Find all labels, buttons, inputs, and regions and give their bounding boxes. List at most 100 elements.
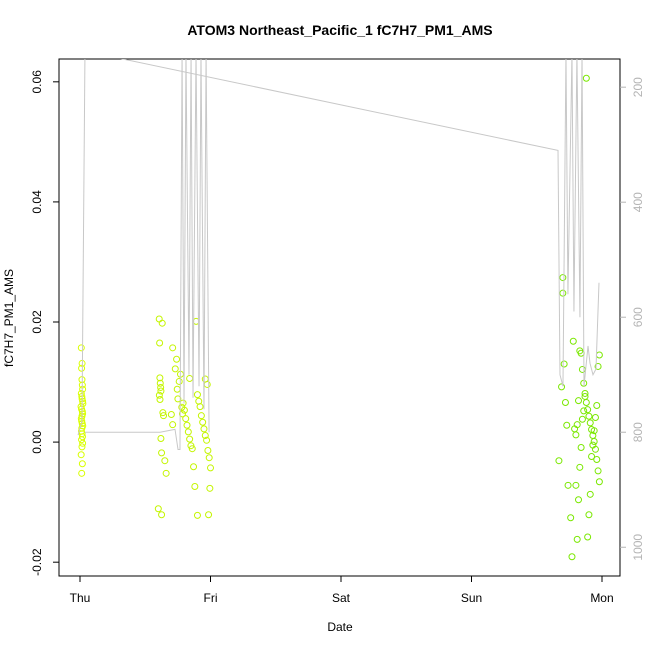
point [567, 514, 575, 522]
point [577, 444, 585, 452]
point [564, 481, 572, 489]
point [561, 398, 569, 406]
y-tick-label: 0.00 [30, 430, 44, 454]
point [191, 483, 199, 491]
point [205, 454, 213, 462]
point [183, 421, 191, 429]
x-tick-label: Sat [332, 591, 351, 605]
point [590, 437, 598, 445]
point [585, 511, 593, 519]
point [162, 469, 170, 477]
point [155, 391, 163, 399]
point [578, 415, 586, 423]
point [575, 496, 583, 504]
point [173, 385, 181, 393]
point [188, 445, 196, 453]
point [578, 365, 586, 373]
point [193, 391, 201, 399]
point [563, 421, 571, 429]
point [573, 535, 581, 543]
point [159, 409, 167, 417]
x-tick-label: Mon [590, 591, 613, 605]
y2-tick-label: 400 [631, 192, 645, 212]
point [555, 457, 563, 465]
x-axis-label: Date [327, 620, 353, 634]
point [160, 412, 168, 420]
point [79, 439, 87, 447]
point [173, 355, 181, 363]
point [585, 412, 593, 420]
point [184, 428, 192, 436]
point [569, 337, 577, 345]
point [178, 410, 186, 418]
plot-area [77, 59, 603, 561]
point [180, 406, 188, 414]
point [580, 407, 588, 415]
y-tick-label: -0.02 [30, 548, 44, 576]
point [575, 397, 583, 405]
point [156, 395, 164, 403]
point [157, 383, 165, 391]
point [179, 399, 187, 407]
y-tick-label: 0.04 [30, 190, 44, 214]
x-tick-label: Fri [204, 591, 218, 605]
x-tick-label: Thu [70, 591, 91, 605]
point [197, 412, 205, 420]
point [593, 401, 601, 409]
point [78, 443, 86, 451]
point [201, 375, 209, 383]
point [582, 398, 590, 406]
point [157, 434, 165, 442]
point [595, 351, 603, 359]
x-tick-label: Sun [461, 591, 482, 605]
point [576, 463, 584, 471]
point [586, 490, 594, 498]
point [78, 433, 86, 441]
point [186, 435, 194, 443]
point [559, 289, 567, 297]
point [78, 460, 86, 468]
point [581, 392, 589, 400]
point [558, 383, 566, 391]
point [175, 377, 183, 385]
y2-tick-label: 600 [631, 307, 645, 327]
point [78, 424, 86, 432]
point [169, 344, 177, 352]
point [182, 415, 190, 423]
point [589, 441, 597, 449]
point [77, 389, 85, 397]
point [206, 484, 214, 492]
point [591, 413, 599, 421]
y2-tick-label: 1000 [631, 534, 645, 561]
point [581, 389, 589, 397]
point [594, 467, 602, 475]
point [207, 464, 215, 472]
point [158, 511, 166, 519]
y-tick-label: 0.06 [30, 70, 44, 94]
point [196, 403, 204, 411]
point [199, 418, 207, 426]
point [568, 553, 576, 561]
point [559, 274, 567, 282]
point [588, 453, 596, 461]
point [572, 431, 580, 439]
point [593, 456, 601, 464]
point [156, 374, 164, 382]
point [167, 410, 175, 418]
point [78, 469, 86, 477]
plot-frame [58, 58, 621, 577]
point [154, 505, 162, 513]
point [155, 315, 163, 323]
point [158, 449, 166, 457]
y-axis-label: fC7H7_PM1_AMS [2, 269, 16, 367]
y-tick-label: 0.02 [30, 310, 44, 334]
point [78, 364, 86, 372]
point [584, 533, 592, 541]
point [204, 447, 212, 455]
point [584, 406, 592, 414]
point [161, 457, 169, 465]
point [190, 463, 198, 471]
point [156, 339, 164, 347]
point [582, 74, 590, 82]
